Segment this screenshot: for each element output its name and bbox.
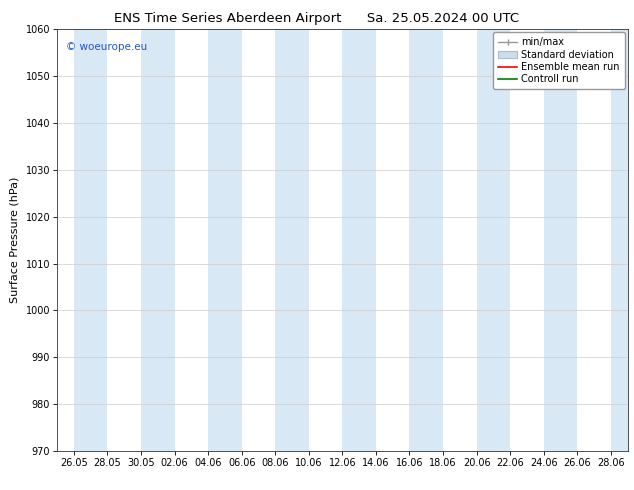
Text: © woeurope.eu: © woeurope.eu xyxy=(66,42,147,52)
Bar xyxy=(544,29,578,451)
Bar xyxy=(477,29,510,451)
Bar xyxy=(275,29,309,451)
Y-axis label: Surface Pressure (hPa): Surface Pressure (hPa) xyxy=(10,177,20,303)
Bar xyxy=(611,29,628,451)
Bar xyxy=(74,29,107,451)
Legend: min/max, Standard deviation, Ensemble mean run, Controll run: min/max, Standard deviation, Ensemble me… xyxy=(493,32,624,89)
Bar xyxy=(410,29,443,451)
Bar xyxy=(141,29,174,451)
Bar xyxy=(342,29,376,451)
Text: ENS Time Series Aberdeen Airport      Sa. 25.05.2024 00 UTC: ENS Time Series Aberdeen Airport Sa. 25.… xyxy=(115,12,519,25)
Bar xyxy=(208,29,242,451)
